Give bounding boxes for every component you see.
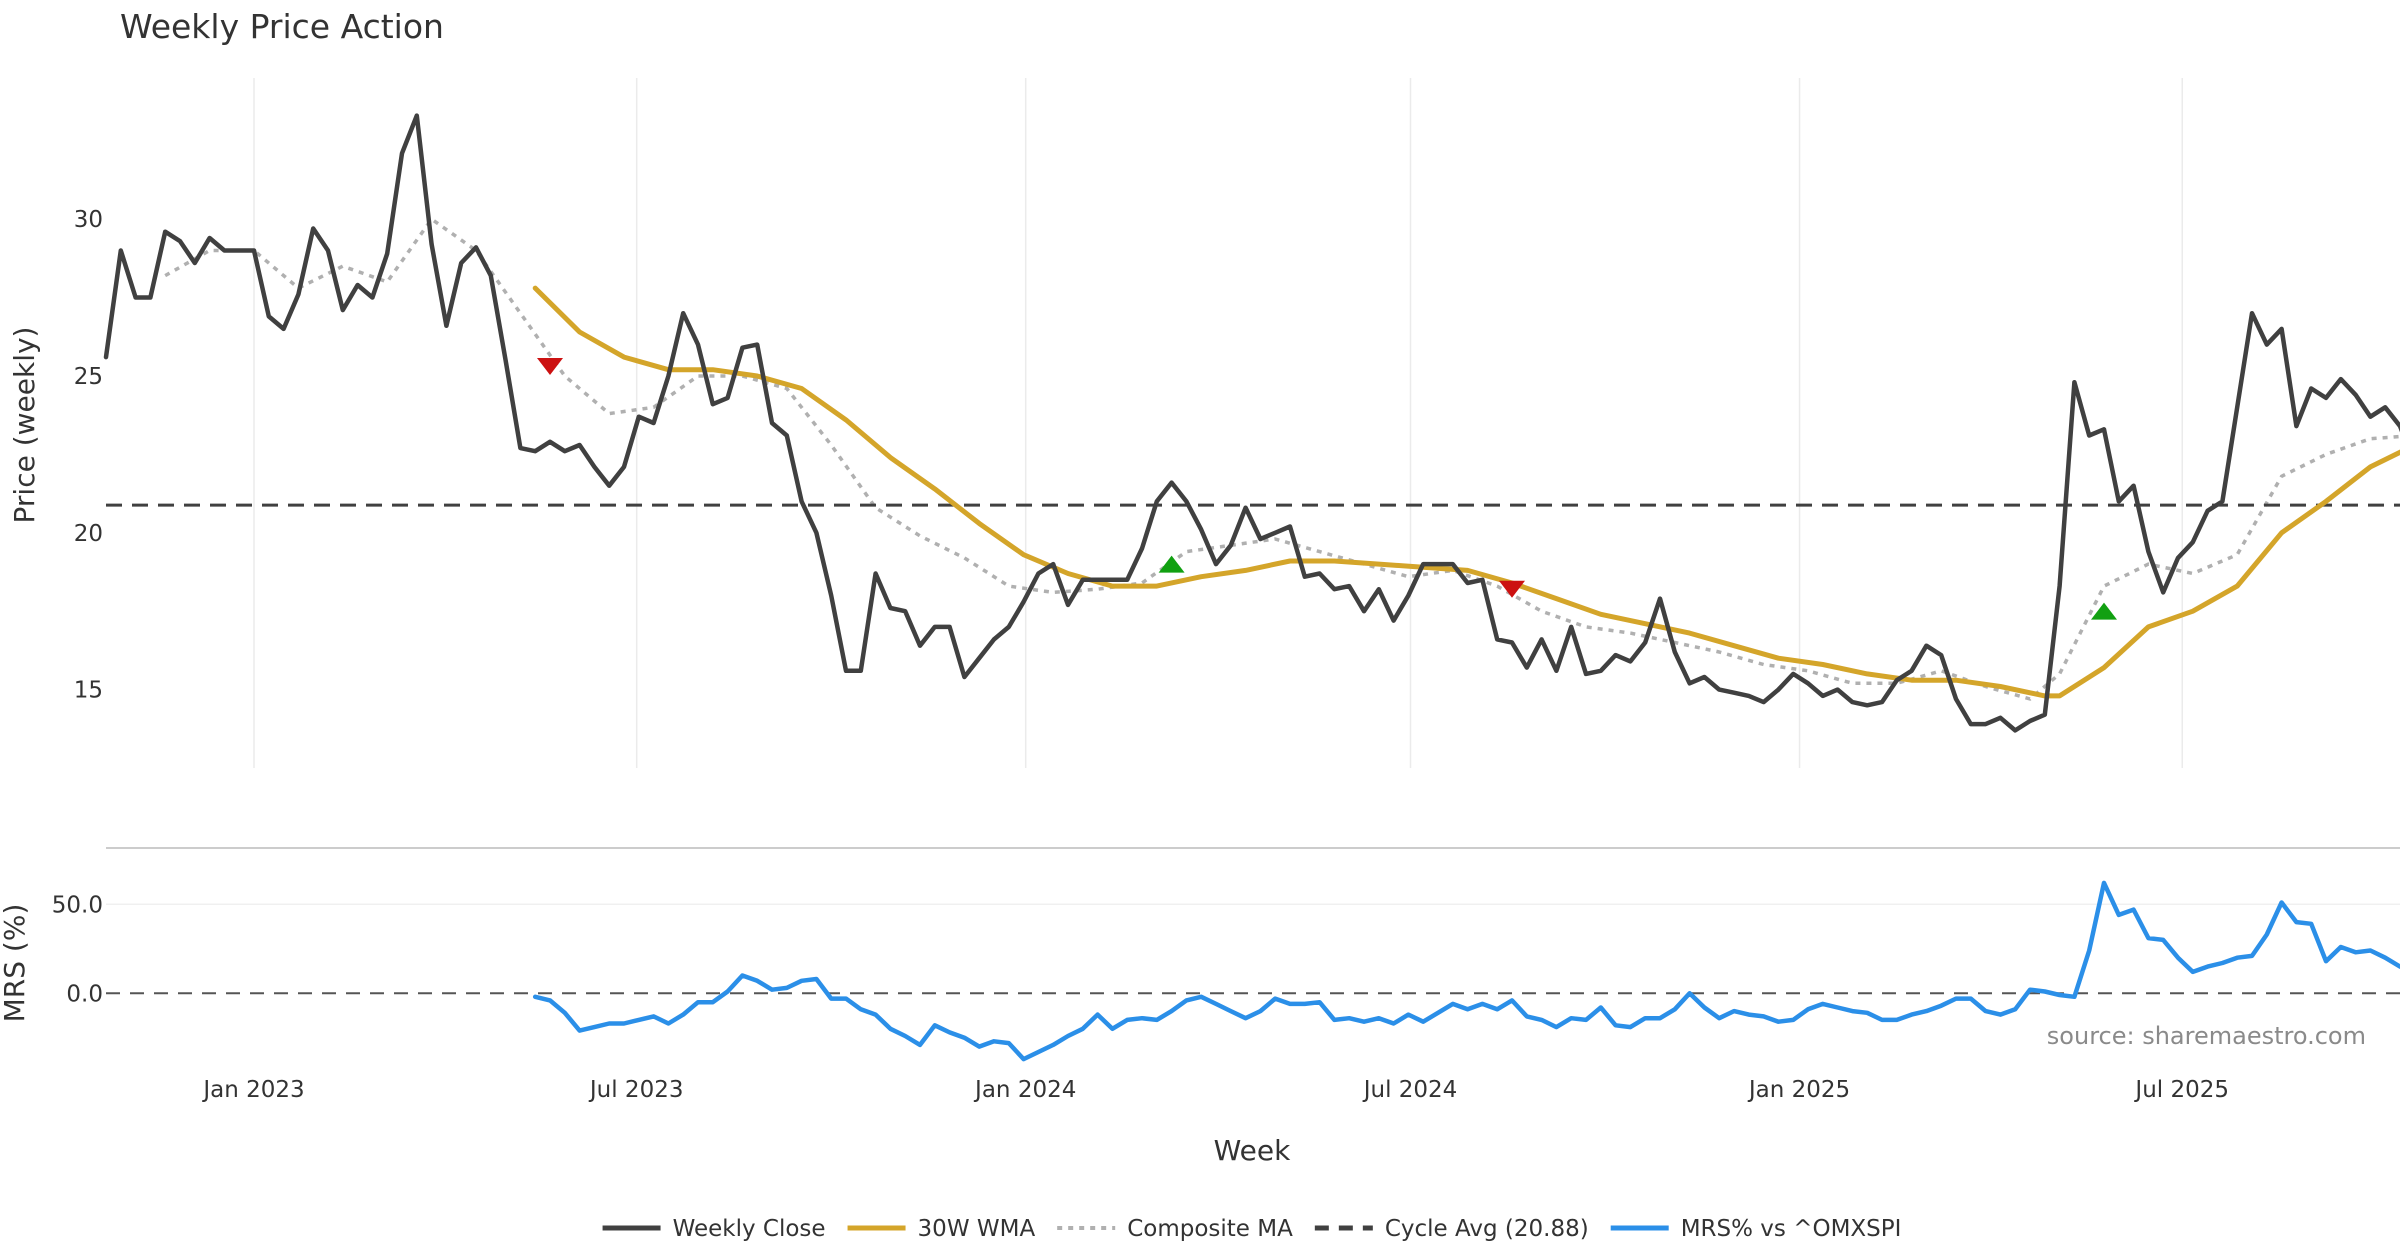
sell-signal-marker-3 bbox=[1499, 580, 1525, 598]
legend-item-composite-ma: Composite MA bbox=[1057, 1216, 1293, 1242]
x-tick-jan-2024: Jan 2024 bbox=[973, 1077, 1076, 1103]
x-axis-label: Week bbox=[1214, 1134, 1291, 1167]
sell-signal-marker-1 bbox=[537, 358, 563, 376]
signal-markers bbox=[537, 358, 2117, 620]
legend-item-mrs-vs-omxspi: MRS% vs ^OMXSPI bbox=[1610, 1216, 1902, 1242]
price-panel-gridlines bbox=[253, 78, 2183, 768]
legend-label-30w-wma: 30W WMA bbox=[918, 1216, 1036, 1242]
buy-signal-marker-4 bbox=[2091, 602, 2117, 620]
legend-item-weekly-close: Weekly Close bbox=[602, 1216, 826, 1242]
price-y-tick-20: 20 bbox=[74, 521, 103, 547]
legend-item-30w-wma: 30W WMA bbox=[847, 1216, 1036, 1242]
x-tick-jul-2025: Jul 2025 bbox=[2133, 1077, 2229, 1103]
source-note: source: sharemaestro.com bbox=[2047, 1022, 2366, 1050]
price-y-tick-25: 25 bbox=[74, 364, 103, 390]
x-tick-jan-2025: Jan 2025 bbox=[1747, 1077, 1850, 1103]
legend: Weekly Close 30W WMA Composite MA Cycle Avg… bbox=[602, 1216, 1902, 1242]
legend-label-composite-ma: Composite MA bbox=[1127, 1216, 1293, 1242]
series-mrs-vs-omxspi bbox=[532, 880, 2400, 1062]
x-tick-jan-2023: Jan 2023 bbox=[201, 1077, 304, 1103]
price-series-group bbox=[103, 113, 2400, 733]
mrs-y-ticks: 0.0 50.0 bbox=[52, 892, 103, 1007]
legend-label-cycle-avg-20-88: Cycle Avg (20.88) bbox=[1385, 1216, 1589, 1242]
x-axis-ticks: Jan 2023 Jul 2023 Jan 2024 Jul 2024 Jan 2025… bbox=[201, 1077, 2229, 1103]
mrs-series-group bbox=[106, 880, 2400, 1062]
legend-label-weekly-close: Weekly Close bbox=[673, 1216, 826, 1242]
price-y-tick-15: 15 bbox=[74, 678, 103, 704]
mrs-y-tick-50-0: 50.0 bbox=[52, 892, 103, 918]
mrs-y-axis-label: MRS (%) bbox=[0, 904, 31, 1023]
legend-label-mrs-vs-omxspi: MRS% vs ^OMXSPI bbox=[1681, 1216, 1902, 1242]
chart-title: Weekly Price Action bbox=[120, 7, 444, 46]
x-tick-jul-2023: Jul 2023 bbox=[588, 1077, 684, 1103]
series-weekly-close bbox=[103, 113, 2400, 733]
mrs-y-tick-0-0: 0.0 bbox=[66, 981, 103, 1007]
series-composite-ma bbox=[164, 217, 2400, 701]
buy-signal-marker-2 bbox=[1158, 555, 1185, 573]
series-30w-wma bbox=[532, 285, 2400, 699]
legend-item-cycle-avg-20-88: Cycle Avg (20.88) bbox=[1314, 1216, 1589, 1242]
x-tick-jul-2024: Jul 2024 bbox=[1362, 1077, 1458, 1103]
price-y-axis-label: Price (weekly) bbox=[8, 327, 41, 524]
price-y-tick-30: 30 bbox=[74, 207, 103, 233]
price-y-ticks: 15 20 25 30 bbox=[74, 207, 103, 703]
